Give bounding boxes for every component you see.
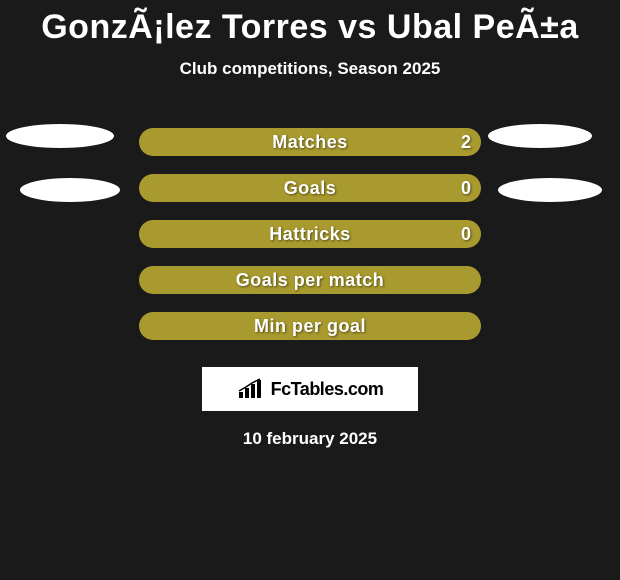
page-title: GonzÃ¡lez Torres vs Ubal PeÃ±a <box>41 8 579 47</box>
footer-logo[interactable]: FcTables.com <box>202 367 418 411</box>
stat-row-gpm: Goals per match <box>0 257 620 303</box>
stat-value: 0 <box>461 178 471 199</box>
stat-label: Min per goal <box>254 316 366 337</box>
stat-bar: Hattricks 0 <box>139 220 481 248</box>
footer-logo-text: FcTables.com <box>271 379 384 400</box>
main-container: GonzÃ¡lez Torres vs Ubal PeÃ±a Club comp… <box>0 0 620 449</box>
stat-bar: Goals 0 <box>139 174 481 202</box>
decoration-ellipse <box>498 178 602 202</box>
stat-row-mpg: Min per goal <box>0 303 620 349</box>
stats-block: Matches 2 Goals 0 Hattricks 0 Goals per … <box>0 119 620 349</box>
stat-label: Hattricks <box>269 224 351 245</box>
decoration-ellipse <box>488 124 592 148</box>
stat-row-hattricks: Hattricks 0 <box>0 211 620 257</box>
stat-label: Goals per match <box>236 270 385 291</box>
stat-bar: Min per goal <box>139 312 481 340</box>
stat-value: 2 <box>461 132 471 153</box>
stat-label: Goals <box>284 178 337 199</box>
stat-value: 0 <box>461 224 471 245</box>
barchart-icon <box>237 378 265 400</box>
stat-bar: Matches 2 <box>139 128 481 156</box>
footer-date: 10 february 2025 <box>243 429 377 449</box>
stat-label: Matches <box>272 132 348 153</box>
decoration-ellipse <box>6 124 114 148</box>
stat-bar: Goals per match <box>139 266 481 294</box>
decoration-ellipse <box>20 178 120 202</box>
page-subtitle: Club competitions, Season 2025 <box>180 59 441 79</box>
